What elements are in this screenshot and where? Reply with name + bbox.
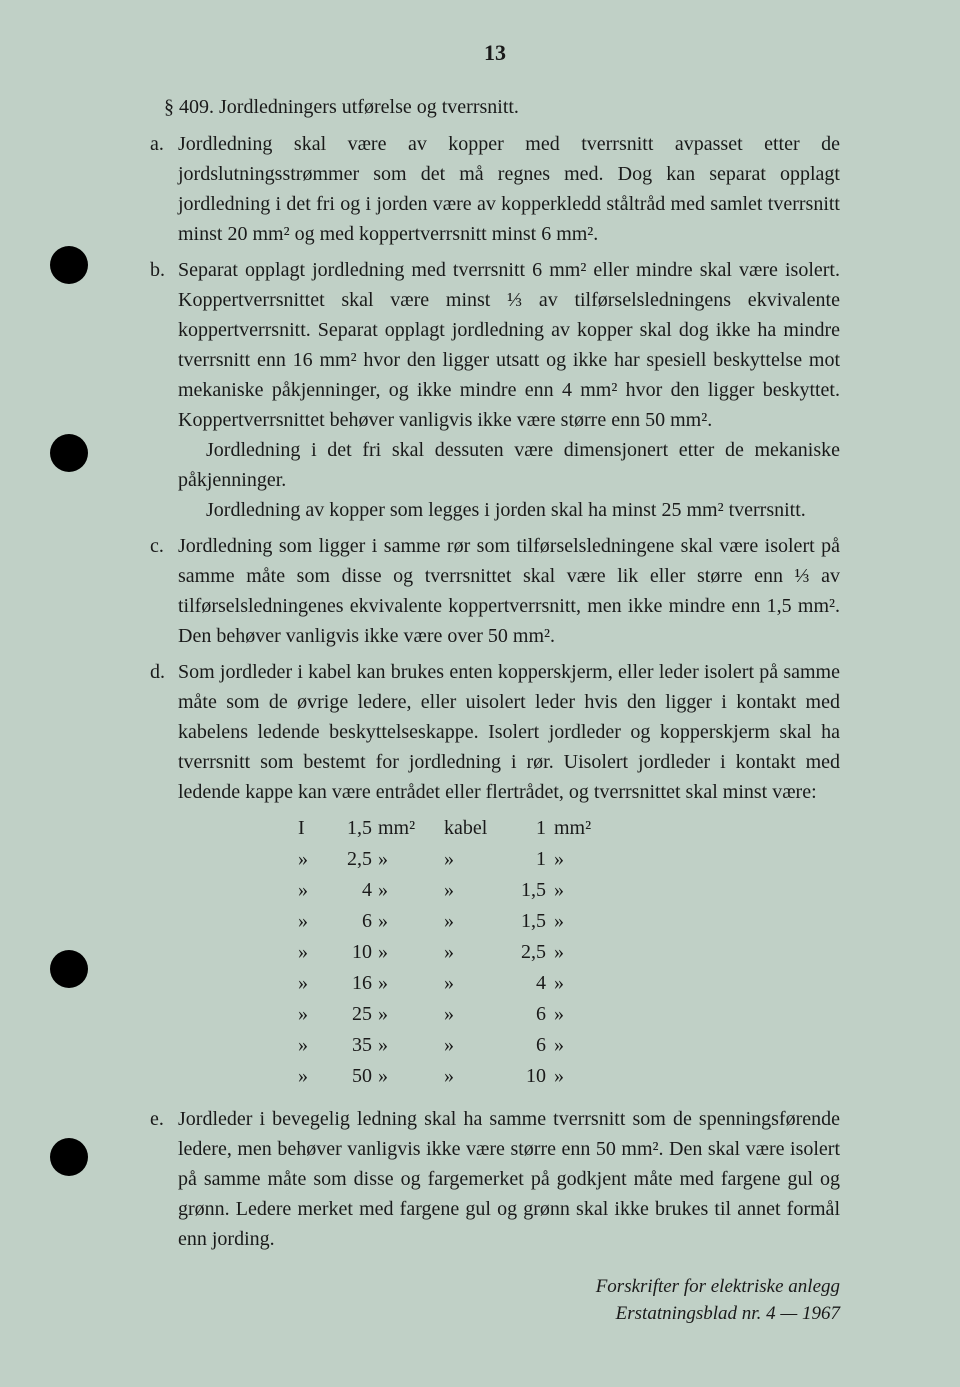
table-cell: 6 <box>510 1030 554 1061</box>
table-cell: » <box>298 999 326 1030</box>
table-cell: kabel <box>444 813 510 844</box>
item-e: e. Jordleder i bevegelig ledning skal ha… <box>150 1104 840 1254</box>
table-cell: » <box>444 1061 510 1092</box>
table-cell: » <box>298 906 326 937</box>
table-cell: » <box>444 906 510 937</box>
table-cell: 1 <box>510 844 554 875</box>
table-cell: » <box>444 968 510 999</box>
table-cell: 35 <box>326 1030 378 1061</box>
table-cell: 10 <box>510 1061 554 1092</box>
table-cell: 4 <box>510 968 554 999</box>
table-cell: » <box>444 844 510 875</box>
table-cell: » <box>444 875 510 906</box>
table-cell: » <box>444 937 510 968</box>
table-cell: » <box>378 1030 444 1061</box>
page-number: 13 <box>150 40 840 66</box>
table-cell: » <box>378 844 444 875</box>
table-cell: » <box>554 1061 612 1092</box>
item-b: b. Separat opplagt jordledning med tverr… <box>150 255 840 525</box>
paragraph: Separat opplagt jordledning med tverrsni… <box>178 255 840 435</box>
table-cell: » <box>378 906 444 937</box>
item-letter: d. <box>150 657 178 1098</box>
footer: Forskrifter for elektriske anlegg Erstat… <box>150 1274 840 1327</box>
table-cell: » <box>554 844 612 875</box>
table-cell: » <box>444 999 510 1030</box>
table-cell: 4 <box>326 875 378 906</box>
table-cell: » <box>378 937 444 968</box>
table-cell: mm² <box>378 813 444 844</box>
table-cell: 1 <box>510 813 554 844</box>
item-letter: e. <box>150 1104 178 1254</box>
table-row: » 6 » » 1,5 » <box>298 906 840 937</box>
table-row: » 4 » » 1,5 » <box>298 875 840 906</box>
footer-line: Forskrifter for elektriske anlegg <box>150 1274 840 1301</box>
table-cell: 10 <box>326 937 378 968</box>
item-letter: a. <box>150 129 178 249</box>
table-row: I 1,5 mm² kabel 1 mm² <box>298 813 840 844</box>
punch-hole <box>50 434 88 472</box>
table-cell: 1,5 <box>326 813 378 844</box>
table-cell: mm² <box>554 813 612 844</box>
table-cell: 50 <box>326 1061 378 1092</box>
table-cell: » <box>554 937 612 968</box>
table-cell: » <box>554 1030 612 1061</box>
punch-hole <box>50 1138 88 1176</box>
item-a: a. Jordledning skal være av kopper med t… <box>150 129 840 249</box>
table-cell: » <box>298 1030 326 1061</box>
table-cell: » <box>298 937 326 968</box>
table-cell: » <box>298 968 326 999</box>
table-row: » 16 » » 4 » <box>298 968 840 999</box>
table-cell: 25 <box>326 999 378 1030</box>
table-cell: » <box>378 1061 444 1092</box>
footer-line: Erstatningsblad nr. 4 — 1967 <box>150 1301 840 1328</box>
item-letter: c. <box>150 531 178 651</box>
item-c: c. Jordledning som ligger i samme rør so… <box>150 531 840 651</box>
section-heading: § 409. Jordledningers utførelse og tverr… <box>164 96 840 119</box>
table-cell: 16 <box>326 968 378 999</box>
table-cell: I <box>298 813 326 844</box>
table-cell: 2,5 <box>326 844 378 875</box>
paragraph: Jordleder i bevegelig ledning skal ha sa… <box>178 1104 840 1254</box>
paragraph: Jordledning i det fri skal dessuten være… <box>178 435 840 495</box>
table-cell: » <box>378 968 444 999</box>
paragraph: Jordledning som ligger i samme rør som t… <box>178 531 840 651</box>
paragraph: Jordledning av kopper som legges i jorde… <box>178 495 840 525</box>
table-cell: 2,5 <box>510 937 554 968</box>
paragraph: Som jordleder i kabel kan brukes enten k… <box>178 657 840 807</box>
table-row: » 2,5 » » 1 » <box>298 844 840 875</box>
table-cell: » <box>554 875 612 906</box>
table-row: » 50 » » 10 » <box>298 1061 840 1092</box>
table-cell: » <box>554 906 612 937</box>
table-cell: » <box>444 1030 510 1061</box>
table-row: » 25 » » 6 » <box>298 999 840 1030</box>
table-cell: 6 <box>326 906 378 937</box>
item-d: d. Som jordleder i kabel kan brukes ente… <box>150 657 840 1098</box>
item-letter: b. <box>150 255 178 525</box>
table-row: » 35 » » 6 » <box>298 1030 840 1061</box>
punch-hole <box>50 950 88 988</box>
table-cell: 1,5 <box>510 875 554 906</box>
table-cell: 6 <box>510 999 554 1030</box>
table-cell: » <box>298 875 326 906</box>
table-cell: » <box>378 875 444 906</box>
table-cell: » <box>554 968 612 999</box>
table-cell: 1,5 <box>510 906 554 937</box>
punch-hole <box>50 246 88 284</box>
cross-section-table: I 1,5 mm² kabel 1 mm² » 2,5 » » 1 » » 4 … <box>298 813 840 1092</box>
table-cell: » <box>298 1061 326 1092</box>
paragraph: Jordledning skal være av kopper med tver… <box>178 129 840 249</box>
table-cell: » <box>298 844 326 875</box>
table-cell: » <box>554 999 612 1030</box>
table-row: » 10 » » 2,5 » <box>298 937 840 968</box>
table-cell: » <box>378 999 444 1030</box>
